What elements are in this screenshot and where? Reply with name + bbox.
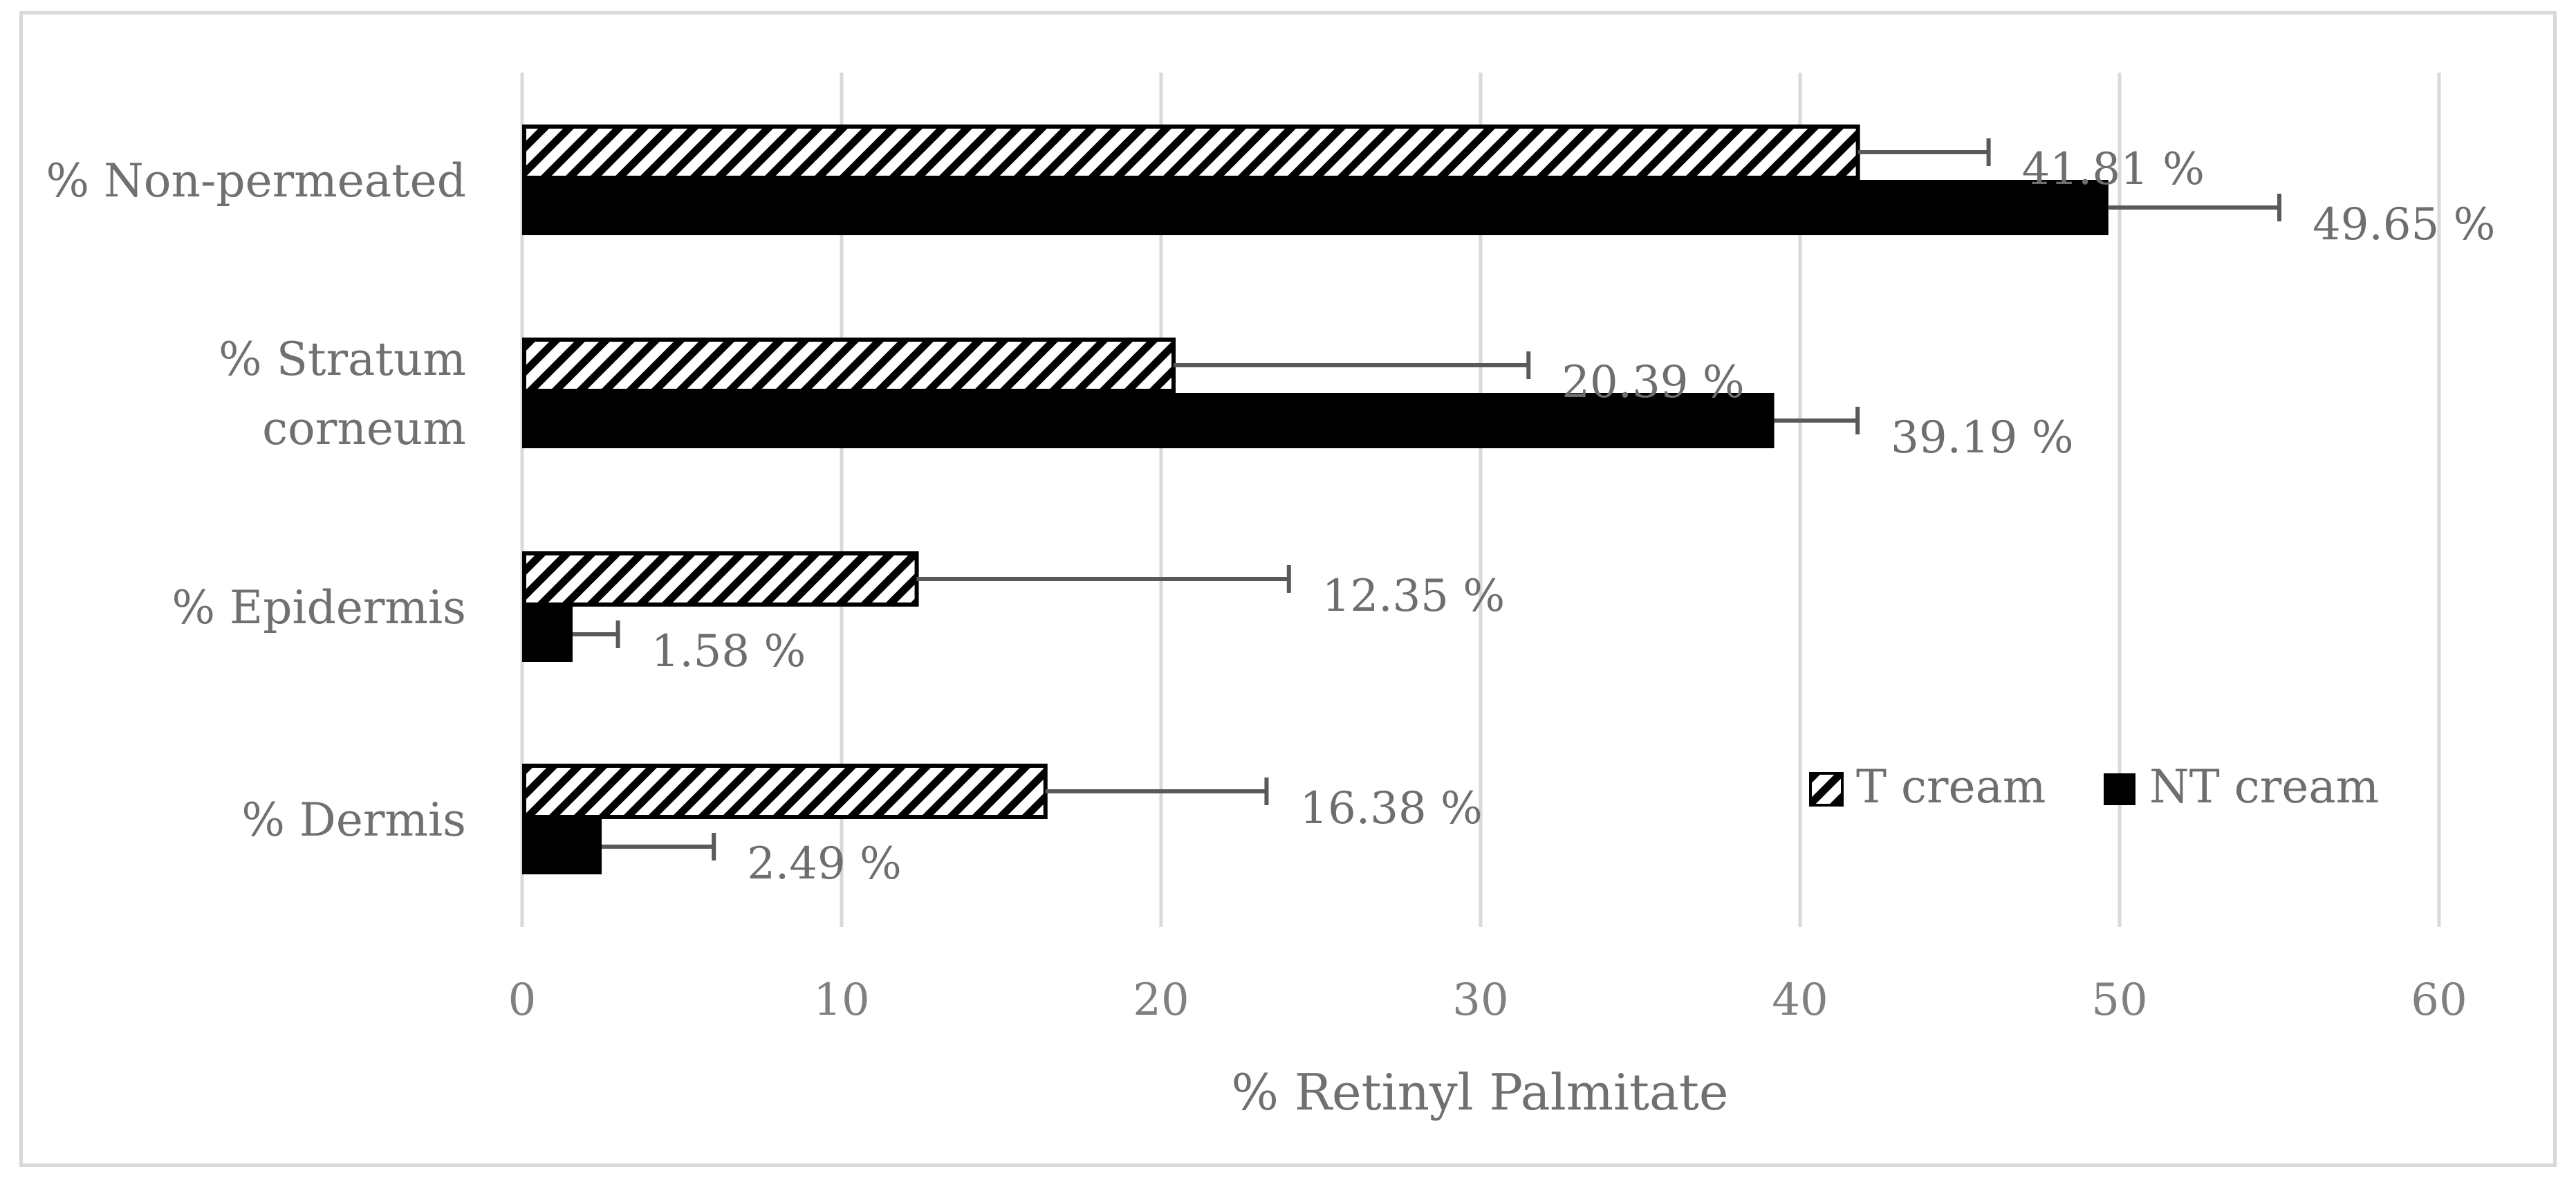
x-axis-ticks: 0 10 20 30 40 50 60 [508, 975, 2467, 1026]
x-axis-title: % Retinyl Palmitate [1232, 1063, 1729, 1121]
error-bars [572, 138, 2281, 861]
legend-swatch-t-cream [1809, 772, 1844, 807]
data-label: 49.65 % [2313, 199, 2495, 250]
bar [522, 764, 1048, 819]
bar [522, 607, 573, 662]
bar [522, 338, 1176, 393]
x-tick-label: 10 [813, 975, 869, 1026]
bars [522, 125, 2109, 874]
category-label: % Non-permeated [46, 154, 466, 208]
data-label: 12.35 % [1322, 571, 1505, 622]
legend-label-t-cream: T cream [1856, 760, 2046, 813]
x-tick-label: 0 [508, 975, 537, 1026]
data-label: 39.19 % [1891, 412, 2073, 463]
bar [522, 551, 919, 607]
x-tick-label: 40 [1772, 975, 1828, 1026]
x-tick-label: 20 [1133, 975, 1189, 1026]
category-label: % Epidermis [172, 581, 466, 634]
data-label: 20.39 % [1562, 357, 1744, 408]
category-labels: % Non-permeated % Stratum corneum % Epiderm… [46, 154, 466, 847]
category-label: corneum [262, 402, 466, 455]
legend-label-nt-cream: NT cream [2149, 760, 2379, 813]
data-label: 2.49 % [747, 838, 902, 890]
data-label: 1.58 % [651, 626, 806, 677]
legend-swatch-nt-cream [2104, 773, 2135, 805]
data-labels: 41.81 % 20.39 % 12.35 % 16.38 % 49.65 % 39.19… [651, 144, 2496, 890]
x-tick-label: 50 [2091, 975, 2147, 1026]
bar [522, 819, 602, 874]
data-label: 41.81 % [2022, 144, 2205, 195]
category-label: % Stratum [219, 333, 466, 386]
bar [522, 180, 2109, 235]
legend: T cream NT cream [1809, 760, 2379, 813]
bar [522, 393, 1775, 448]
x-tick-label: 60 [2411, 975, 2467, 1026]
category-label: % Dermis [241, 793, 466, 847]
bar [522, 125, 1860, 180]
x-tick-label: 30 [1452, 975, 1508, 1026]
data-label: 16.38 % [1299, 783, 1482, 834]
